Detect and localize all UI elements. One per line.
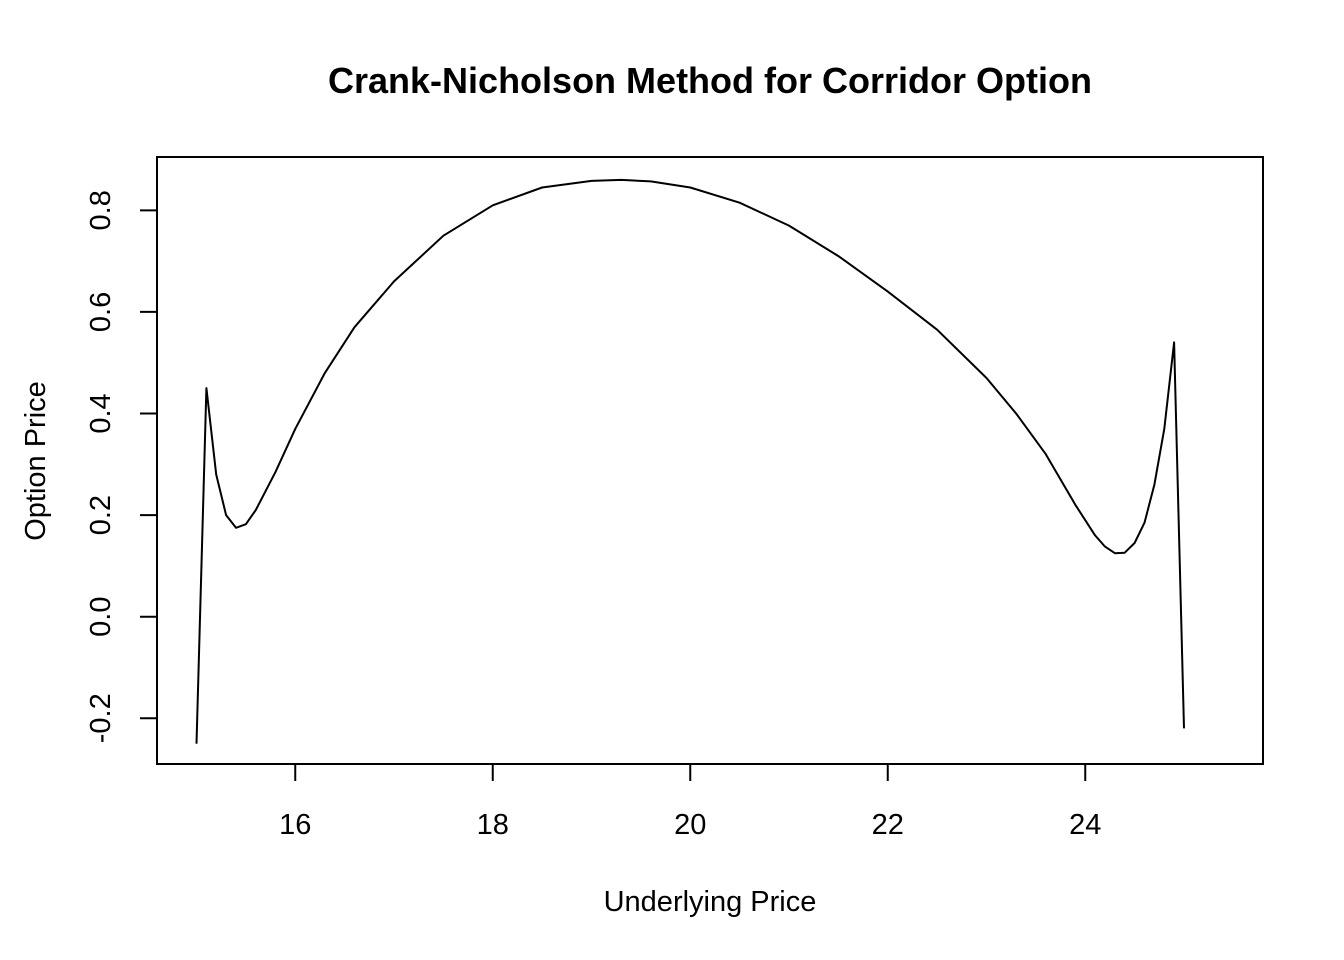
- y-tick-label: -0.2: [85, 693, 117, 743]
- x-tick-label: 24: [1069, 809, 1101, 841]
- x-tick-label: 18: [477, 809, 509, 841]
- x-tick-label: 16: [279, 809, 311, 841]
- x-axis-label: Underlying Price: [604, 886, 817, 918]
- series-layer: [195, 178, 1185, 744]
- y-axis-label: Option Price: [20, 381, 52, 541]
- y-tick-label: 0.4: [85, 393, 117, 433]
- plot-frame: [156, 156, 1264, 765]
- x-axis: 16 18 20 22 24: [279, 763, 1101, 841]
- series-line: [195, 178, 1185, 744]
- y-tick-label: 0.8: [85, 190, 117, 230]
- y-tick-label: 0.6: [85, 292, 117, 332]
- y-axis: -0.2 0.0 0.2 0.4 0.6 0.8: [85, 190, 158, 743]
- chart-title: Crank-Nicholson Method for Corridor Opti…: [328, 60, 1092, 101]
- y-tick-label: 0.2: [85, 495, 117, 535]
- y-tick-label: 0.0: [85, 597, 117, 637]
- x-tick-label: 20: [674, 809, 706, 841]
- x-tick-label: 22: [872, 809, 904, 841]
